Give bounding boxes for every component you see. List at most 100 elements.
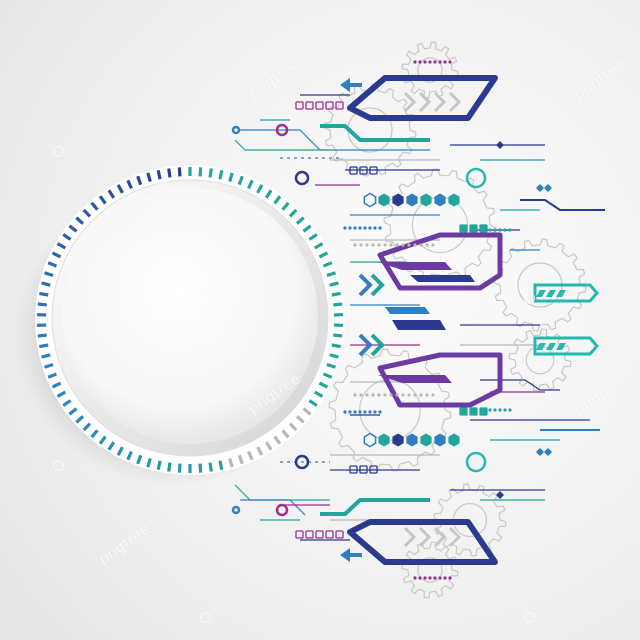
dot — [389, 393, 393, 397]
dial-tick — [208, 168, 213, 178]
square-chip — [305, 101, 314, 110]
dial-face — [62, 188, 318, 444]
dial-tick — [256, 184, 264, 194]
dial-tick — [281, 201, 290, 211]
dot — [343, 410, 347, 414]
hexagon-icon — [448, 433, 460, 447]
hexagon-icon — [363, 192, 377, 208]
dial-tick — [41, 353, 51, 359]
dial-tick — [326, 271, 337, 278]
hexagon-icon — [406, 193, 418, 207]
gear-icon — [323, 83, 417, 177]
dial-tick — [288, 208, 298, 218]
diamond-icon — [536, 448, 544, 456]
dial-tick — [264, 189, 273, 199]
hexagon-icon — [434, 433, 446, 447]
dial-tick — [302, 224, 312, 233]
chevron-arrow-middle-upper — [377, 232, 503, 291]
gear-icon — [383, 168, 497, 282]
square-chip — [349, 465, 358, 474]
square-chip — [305, 530, 314, 539]
dot — [368, 410, 372, 414]
dial-tick — [98, 195, 107, 205]
diamond-icon — [536, 184, 544, 192]
square-chip — [469, 224, 478, 233]
dial-tick — [107, 441, 116, 451]
dot — [488, 408, 492, 412]
hexagon-icon — [434, 193, 446, 207]
gear-inner-ring — [417, 57, 443, 83]
dot — [348, 226, 352, 230]
dial-tick — [322, 372, 333, 379]
dial-tick — [228, 172, 234, 183]
dial-tick — [167, 462, 172, 472]
dot — [483, 408, 487, 412]
dial-tick — [322, 261, 333, 268]
diamond-icon — [544, 448, 552, 456]
dial-tick — [177, 167, 182, 177]
dial-tick — [75, 415, 85, 424]
dial-tick — [47, 372, 58, 379]
dial-tick — [51, 381, 62, 389]
square-chip — [469, 407, 478, 416]
dial-tick — [331, 291, 341, 297]
dot — [443, 576, 447, 580]
chevron-arrow-middle-lower — [377, 307, 503, 408]
square-chip — [315, 101, 324, 110]
dial-tick — [56, 390, 67, 398]
circuit-lines — [234, 94, 605, 541]
dial-tick — [331, 343, 341, 349]
chevron-arrow-bottom — [320, 498, 498, 565]
dot — [508, 228, 512, 232]
dial-tick — [295, 415, 305, 424]
dot — [395, 393, 399, 397]
dial-tick-ring — [37, 167, 343, 473]
chevron-arrow-top — [320, 75, 498, 142]
dial-tick — [198, 463, 203, 473]
dot — [363, 410, 367, 414]
dial-tick — [318, 251, 329, 259]
dot — [503, 408, 507, 412]
dot — [353, 226, 357, 230]
gear-icon — [493, 238, 587, 332]
dot — [359, 243, 363, 247]
dot — [373, 410, 377, 414]
dial-tick — [237, 175, 244, 186]
dot — [365, 393, 369, 397]
dial-tick — [43, 271, 54, 278]
dot — [483, 228, 487, 232]
dial-tick — [37, 302, 47, 307]
dot — [378, 410, 382, 414]
gear-outlines — [323, 41, 587, 599]
dot — [368, 226, 372, 230]
dot — [378, 226, 382, 230]
hexagon-icon — [406, 433, 418, 447]
dot — [383, 243, 387, 247]
square-chip — [369, 166, 378, 175]
dial-tick — [326, 362, 337, 369]
dot — [413, 393, 417, 397]
dot — [493, 228, 497, 232]
dot — [407, 243, 411, 247]
dot — [448, 576, 452, 580]
dial-tick — [329, 353, 339, 359]
dot — [503, 228, 507, 232]
square-chip — [325, 530, 334, 539]
dot — [358, 410, 362, 414]
dial-tick — [308, 399, 318, 407]
dial-tick — [237, 454, 244, 465]
diamond-icon — [496, 491, 504, 499]
square-clusters — [295, 101, 488, 539]
hexagon-icon — [392, 193, 404, 207]
dial-tick — [37, 333, 47, 338]
square-chip — [349, 166, 358, 175]
dot — [401, 243, 405, 247]
dial-tick — [82, 208, 92, 218]
dot — [428, 60, 432, 64]
dial-tick — [56, 242, 67, 250]
dot — [343, 226, 347, 230]
diamond-icon — [544, 184, 552, 192]
square-chip — [369, 465, 378, 474]
dial-tick — [295, 216, 305, 225]
square-chip — [335, 530, 344, 539]
